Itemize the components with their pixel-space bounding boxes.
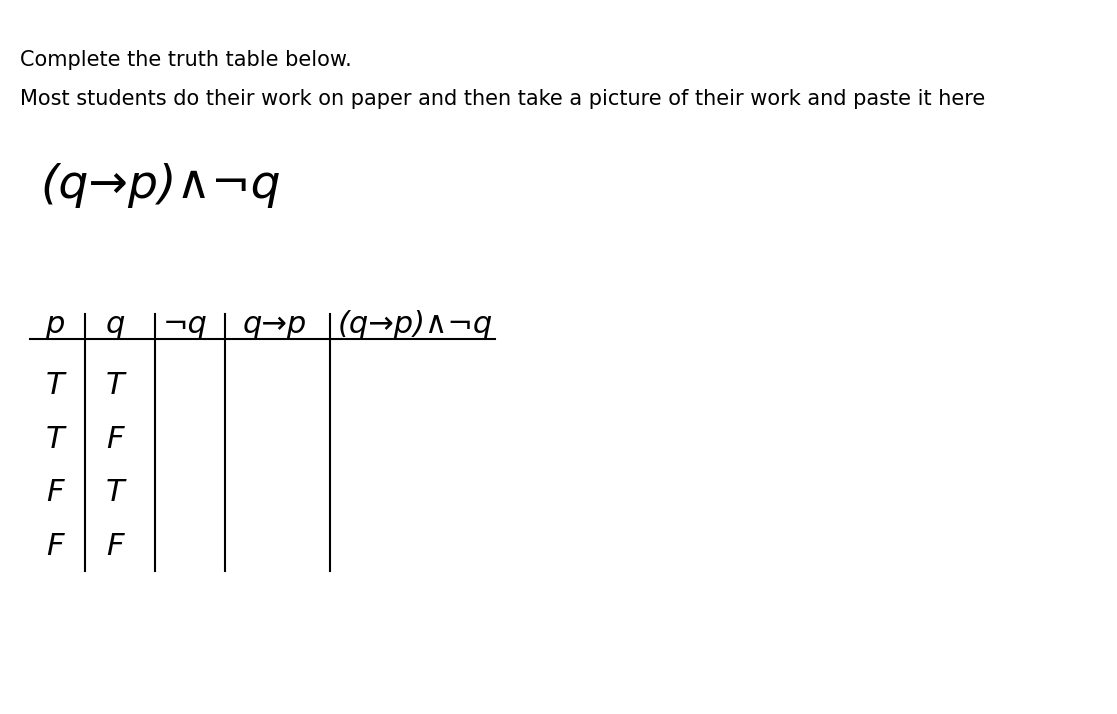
Text: T: T xyxy=(46,371,65,400)
Text: F: F xyxy=(46,478,64,507)
Text: F: F xyxy=(106,425,124,453)
Text: Most students do their work on paper and then take a picture of their work and p: Most students do their work on paper and… xyxy=(20,89,985,109)
Text: F: F xyxy=(46,532,64,560)
Text: T: T xyxy=(106,371,124,400)
Text: F: F xyxy=(106,532,124,560)
Text: q: q xyxy=(105,311,125,339)
Text: q→p: q→p xyxy=(242,311,307,339)
Text: T: T xyxy=(46,425,65,453)
Text: p: p xyxy=(46,311,65,339)
Text: Complete the truth table below.: Complete the truth table below. xyxy=(20,50,352,70)
Text: (q→p)∧¬q: (q→p)∧¬q xyxy=(337,311,493,339)
Text: ¬q: ¬q xyxy=(163,311,208,339)
Text: (q→p)∧¬q: (q→p)∧¬q xyxy=(40,163,280,208)
Text: T: T xyxy=(106,478,124,507)
